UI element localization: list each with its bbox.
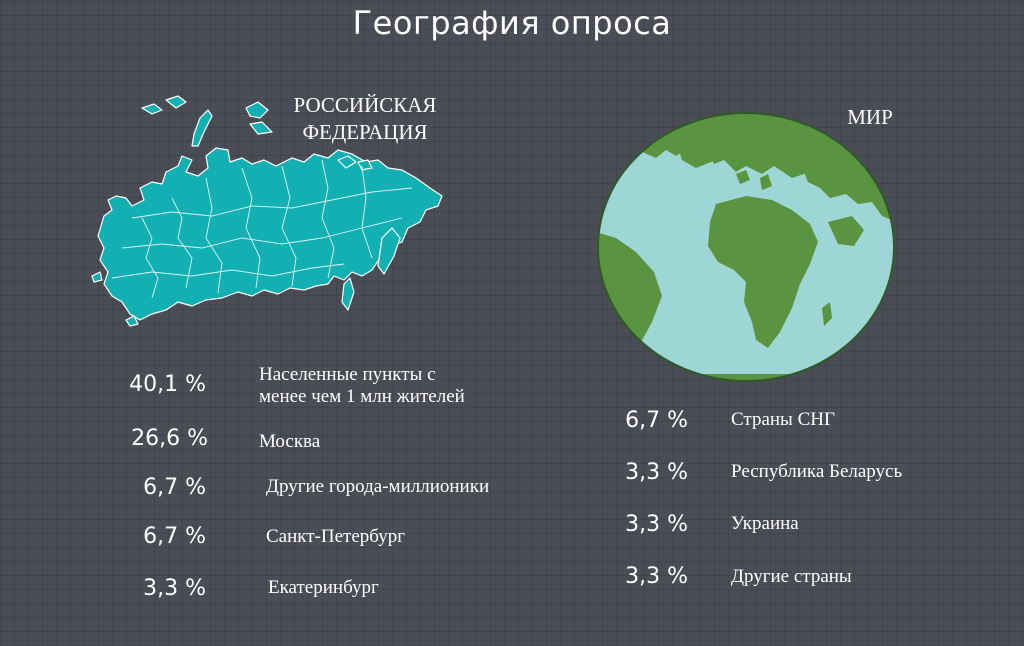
world-stat-label: Республика Беларусь [731,461,903,482]
globe-icon [597,112,895,382]
russia-stat-label: Санкт-Петербург [266,526,406,547]
russia-stat-percent: 26,6 % [131,426,208,451]
russia-stat-label: Населенные пункты с менее чем 1 млн жите… [259,364,559,408]
russia-map-icon [91,95,443,327]
page-title: География опроса [352,4,672,42]
russia-stat-percent: 40,1 % [129,372,206,397]
world-stat-label: Украина [731,513,799,534]
world-heading: МИР [847,105,893,129]
world-stat-percent: 3,3 % [625,460,688,485]
russia-heading: РОССИЙСКАЯ ФЕДЕРАЦИЯ [270,92,460,146]
russia-stat-label: Другие города-миллионики [266,476,490,497]
russia-stat-percent: 6,7 % [143,524,206,549]
russia-stat-percent: 3,3 % [143,576,206,601]
russia-stat-label-line1: Населенные пункты с [259,364,436,385]
russia-heading-line1: РОССИЙСКАЯ [293,93,437,117]
russia-heading-line2: ФЕДЕРАЦИЯ [302,120,428,144]
world-stat-label: Другие страны [731,566,852,587]
russia-stat-label: Москва [259,431,321,452]
russia-stat-percent: 6,7 % [143,475,206,500]
world-stat-percent: 3,3 % [625,564,688,589]
world-stat-percent: 6,7 % [625,408,688,433]
world-stat-label: Страны СНГ [731,409,835,430]
russia-stat-label-line2: менее чем 1 млн жителей [259,386,465,407]
world-stat-percent: 3,3 % [625,512,688,537]
russia-stat-label: Екатеринбург [268,577,379,598]
